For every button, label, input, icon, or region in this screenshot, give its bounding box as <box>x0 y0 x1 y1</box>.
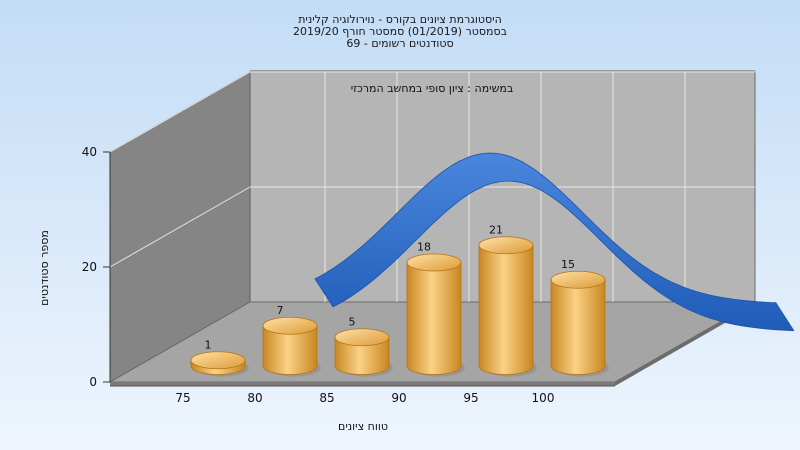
bar: 15 <box>550 258 609 377</box>
plot-floor-right-edge <box>615 302 758 386</box>
bar-body <box>262 325 318 375</box>
x-tick-label: 100 <box>532 391 555 405</box>
bar-data-label: 1 <box>205 338 212 351</box>
chart-title: היסטוגרמת ציונים בקורס - נוירולוגיה קלינ… <box>293 13 507 50</box>
bar-top <box>406 253 462 272</box>
chart-title-line-2: בסמסטר (01/2019) סמסטר חורף 2019/20 <box>293 25 507 38</box>
plot-floor-front-edge <box>110 382 615 386</box>
bar-body <box>406 262 462 375</box>
chart-title-line-3: סטודנטים רשומים - 69 <box>346 37 453 50</box>
bar-top <box>334 328 390 347</box>
x-tick-label: 80 <box>247 391 262 405</box>
bar-top <box>262 316 318 335</box>
bar-top <box>478 236 534 255</box>
bar: 5 <box>334 315 393 377</box>
chart-title-line-1: היסטוגרמת ציונים בקורס - נוירולוגיה קלינ… <box>298 13 502 26</box>
bar-data-label: 15 <box>561 258 575 271</box>
chart-annotation: במשימה : ציון סופי במחשב המרכזי <box>351 82 514 95</box>
x-axis: 75 80 85 90 95 100 <box>110 385 615 405</box>
bar: 18 <box>406 241 465 377</box>
x-axis-label: טווח ציונים <box>338 420 388 433</box>
bar: 21 <box>478 223 537 377</box>
bar-body <box>478 244 534 375</box>
bar-data-label: 18 <box>417 241 431 254</box>
bar-top <box>550 270 606 289</box>
y-axis-label: מספר סטודנטים <box>38 230 51 306</box>
y-axis: 0 20 40 <box>82 145 111 389</box>
bar: 7 <box>262 304 321 377</box>
distribution-curve <box>314 152 795 332</box>
y-tick-label: 40 <box>82 145 97 159</box>
bar-body <box>334 336 390 375</box>
bar-data-label: 21 <box>489 223 503 236</box>
bar-top <box>190 351 246 370</box>
y-tick-label: 20 <box>82 260 97 274</box>
x-tick-label: 85 <box>319 391 334 405</box>
x-tick-label: 90 <box>391 391 406 405</box>
gridline-side <box>109 186 251 268</box>
gridline-side <box>109 71 251 153</box>
x-tick-label: 95 <box>463 391 478 405</box>
normal-curve-ribbon <box>314 152 795 332</box>
bar-data-label: 5 <box>349 315 356 328</box>
x-tick-label: 75 <box>175 391 190 405</box>
bar-body <box>550 279 606 375</box>
bar-data-label: 7 <box>277 304 284 317</box>
bar: 1 <box>190 338 249 377</box>
bars: 1 7 5 18 21 15 <box>190 223 609 377</box>
y-tick-label: 0 <box>89 375 97 389</box>
